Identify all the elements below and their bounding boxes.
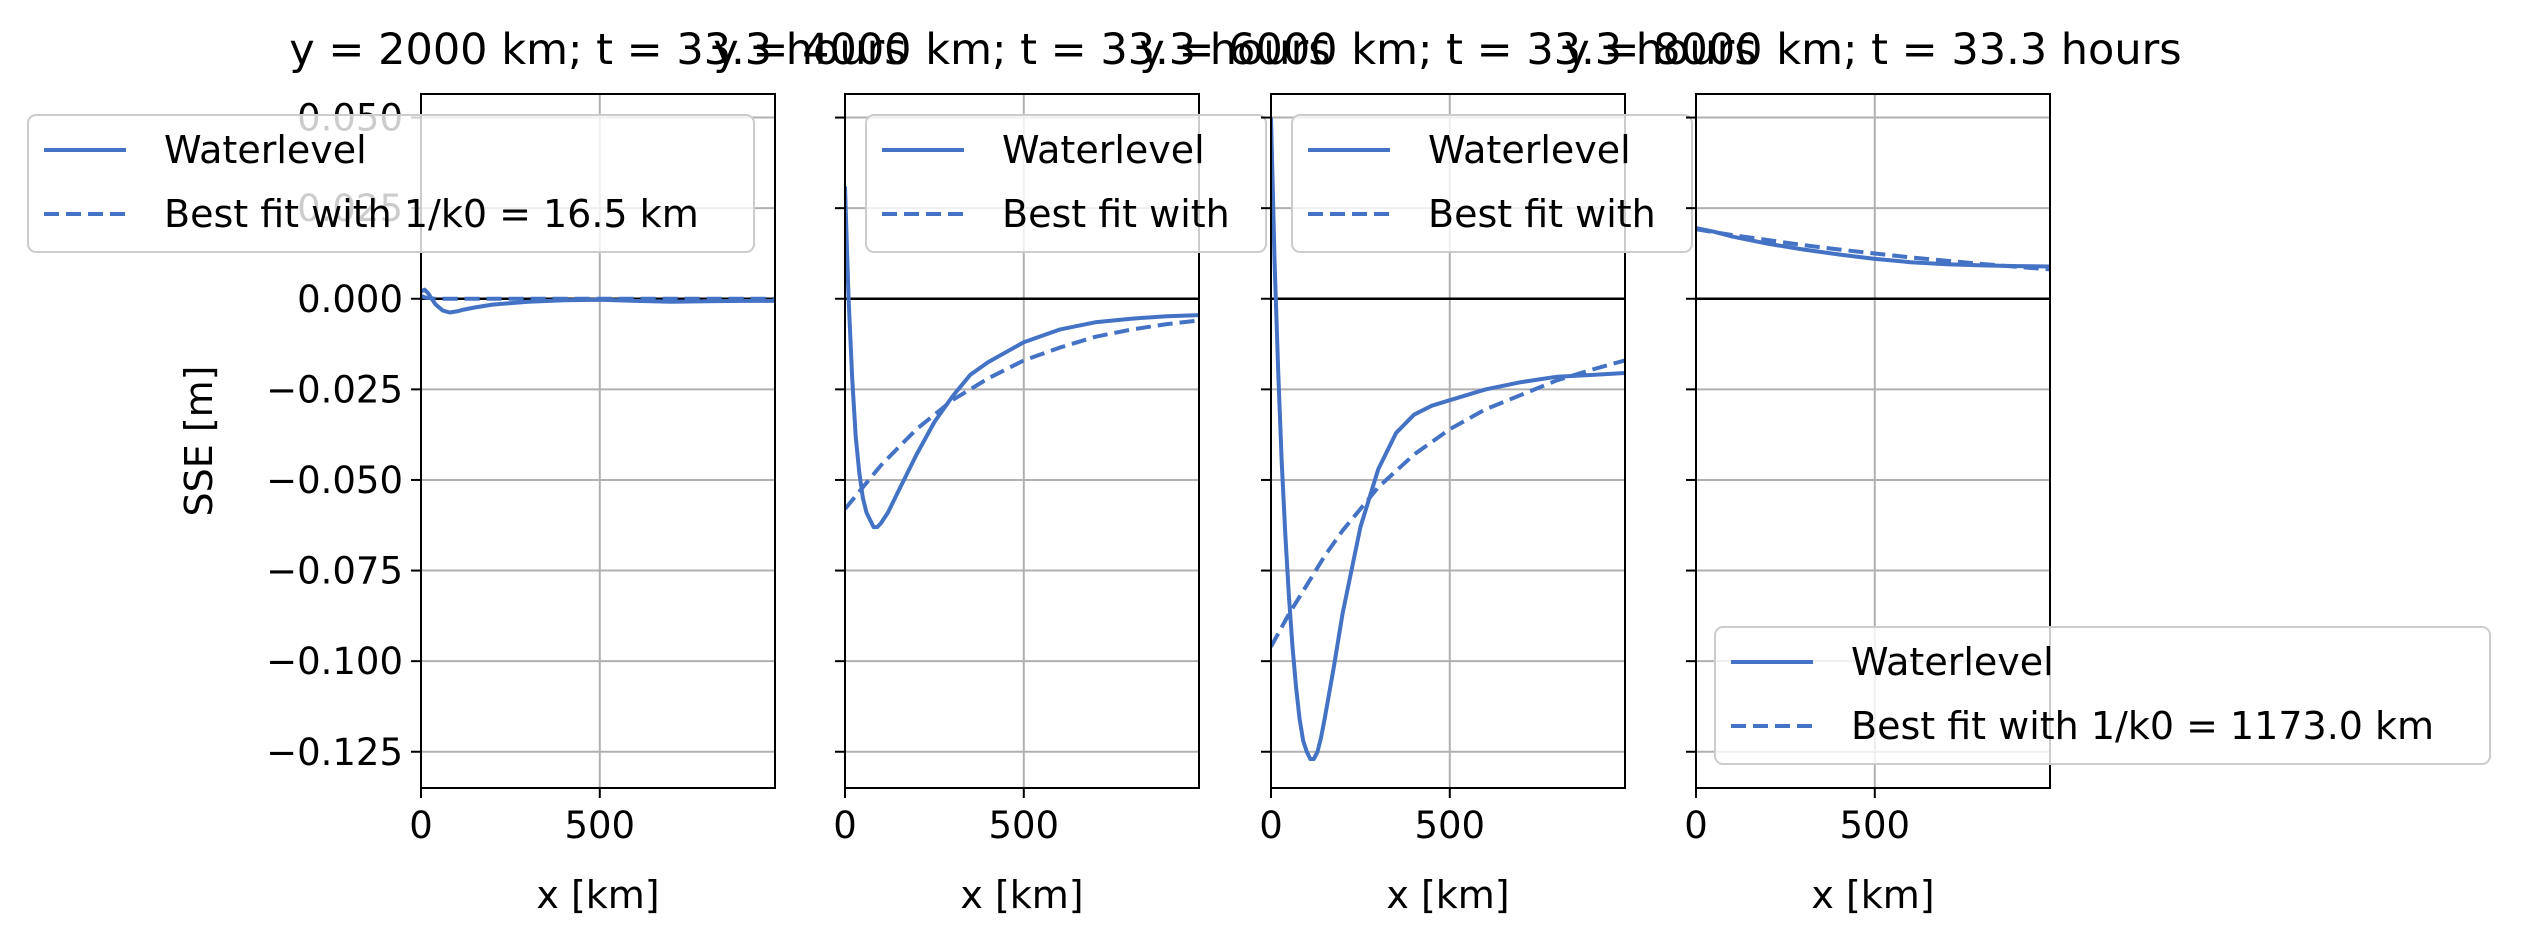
panel-3-xlabel: x [km] [1386,873,1509,917]
panel-2-title: y = 4000 km; t = 33.3 hours [713,25,1330,75]
panel-2-series-waterlevel [845,186,1199,530]
panel-4-frame [1695,93,2051,789]
panel-1-ytick-label-5: 0.000 [297,278,403,321]
panel-3-legend-box [1291,114,1693,253]
panel-3-legend-entry-1: Waterlevel [1428,128,1631,172]
panel-1-legend-entry-1: Waterlevel [164,128,367,172]
panel-3-xtick-label-1: 500 [1414,804,1485,847]
panel-3-series-waterlevel [1271,117,1625,761]
panel-1-legend-box [27,114,755,253]
panel-4-yticks [1686,116,1696,753]
panel-4-xlabel: x [km] [1811,873,1934,917]
panel-1-ytick-label-0: −0.125 [266,731,403,774]
panel-1-ylabel: SSE [m] [177,366,221,517]
panel-2: 0 500 y = 4000 km; t = 33.3 hours x [km] … [713,25,1330,917]
panel-3-xticks: 0 500 [1259,788,1485,847]
panel-2-series-best-fit [845,318,1199,511]
panel-1-xtick-label-1: 500 [564,804,635,847]
panel-1-title: y = 2000 km; t = 33.3 hours [289,25,906,75]
panel-1-xlabel: x [km] [536,873,659,917]
panel-3-yticks [1261,116,1271,753]
panel-2-xticks: 0 500 [833,788,1059,847]
panel-4-xticks: 0 500 [1684,788,1910,847]
panel-4-legend-box [1714,626,2491,765]
panel-3-series-best-fit [1271,358,1625,648]
panel-2-xtick-label-1: 500 [988,804,1059,847]
panel-2-series [845,186,1199,530]
panel-4-xtick-label-0: 0 [1684,804,1708,847]
panel-1-xticks: 0 500 [409,788,635,847]
panel-3-series [1271,117,1625,761]
panel-4-legend-entry-2: Best fit with 1/k0 = 1173.0 km [1851,704,2434,748]
panel-4-xtick-label-1: 500 [1839,804,1910,847]
panel-1-legend: Waterlevel Best fit with 1/k0 = 16.5 km [27,114,755,253]
panel-2-xtick-label-0: 0 [833,804,857,847]
panel-1-series-waterlevel [421,287,775,315]
panel-1-legend-entry-2: Best fit with 1/k0 = 16.5 km [164,192,699,236]
panel-2-frame [844,93,1200,789]
panel-4-title: y = 8000 km; t = 33.3 hours [1564,25,2181,75]
panel-3-legend-entry-2: Best fit with [1428,192,1656,236]
panel-3-frame [1270,93,1626,789]
panel-1-series-best-fit [421,294,775,301]
panel-4-legend-entry-1: Waterlevel [1851,640,2054,684]
panel-2-legend-entry-2: Best fit with [1002,192,1230,236]
panel-2-legend-box [865,114,1267,253]
panel-1-ytick-label-4: −0.025 [266,368,403,411]
panel-4: 0 500 y = 8000 km; t = 33.3 hours x [km] … [1564,25,2491,917]
panel-4-series [1696,226,2050,272]
panel-2-xlabel: x [km] [960,873,1083,917]
panel-2-legend-entry-1: Waterlevel [1002,128,1205,172]
panel-1-ytick-label-1: −0.100 [266,640,403,683]
panel-2-legend: Waterlevel Best fit with [865,114,1267,253]
panel-3: 0 500 y = 6000 km; t = 33.3 hours x [km] … [1139,25,1756,917]
panel-2-yticks [835,116,845,753]
panel-1-ytick-label-3: −0.050 [266,459,403,502]
panel-3-legend: Waterlevel Best fit with [1291,114,1693,253]
panel-1-frame [420,93,776,789]
panel-1-ytick-label-2: −0.075 [266,550,403,593]
panel-1: −0.125−0.100−0.075−0.050−0.0250.0000.025… [27,25,907,917]
panel-1-xtick-label-0: 0 [409,804,433,847]
panel-4-series-best-fit [1696,227,2050,272]
panel-4-legend: Waterlevel Best fit with 1/k0 = 1173.0 k… [1714,626,2491,765]
panel-3-xtick-label-0: 0 [1259,804,1283,847]
panel-1-series [421,287,775,315]
panel-3-title: y = 6000 km; t = 33.3 hours [1139,25,1756,75]
